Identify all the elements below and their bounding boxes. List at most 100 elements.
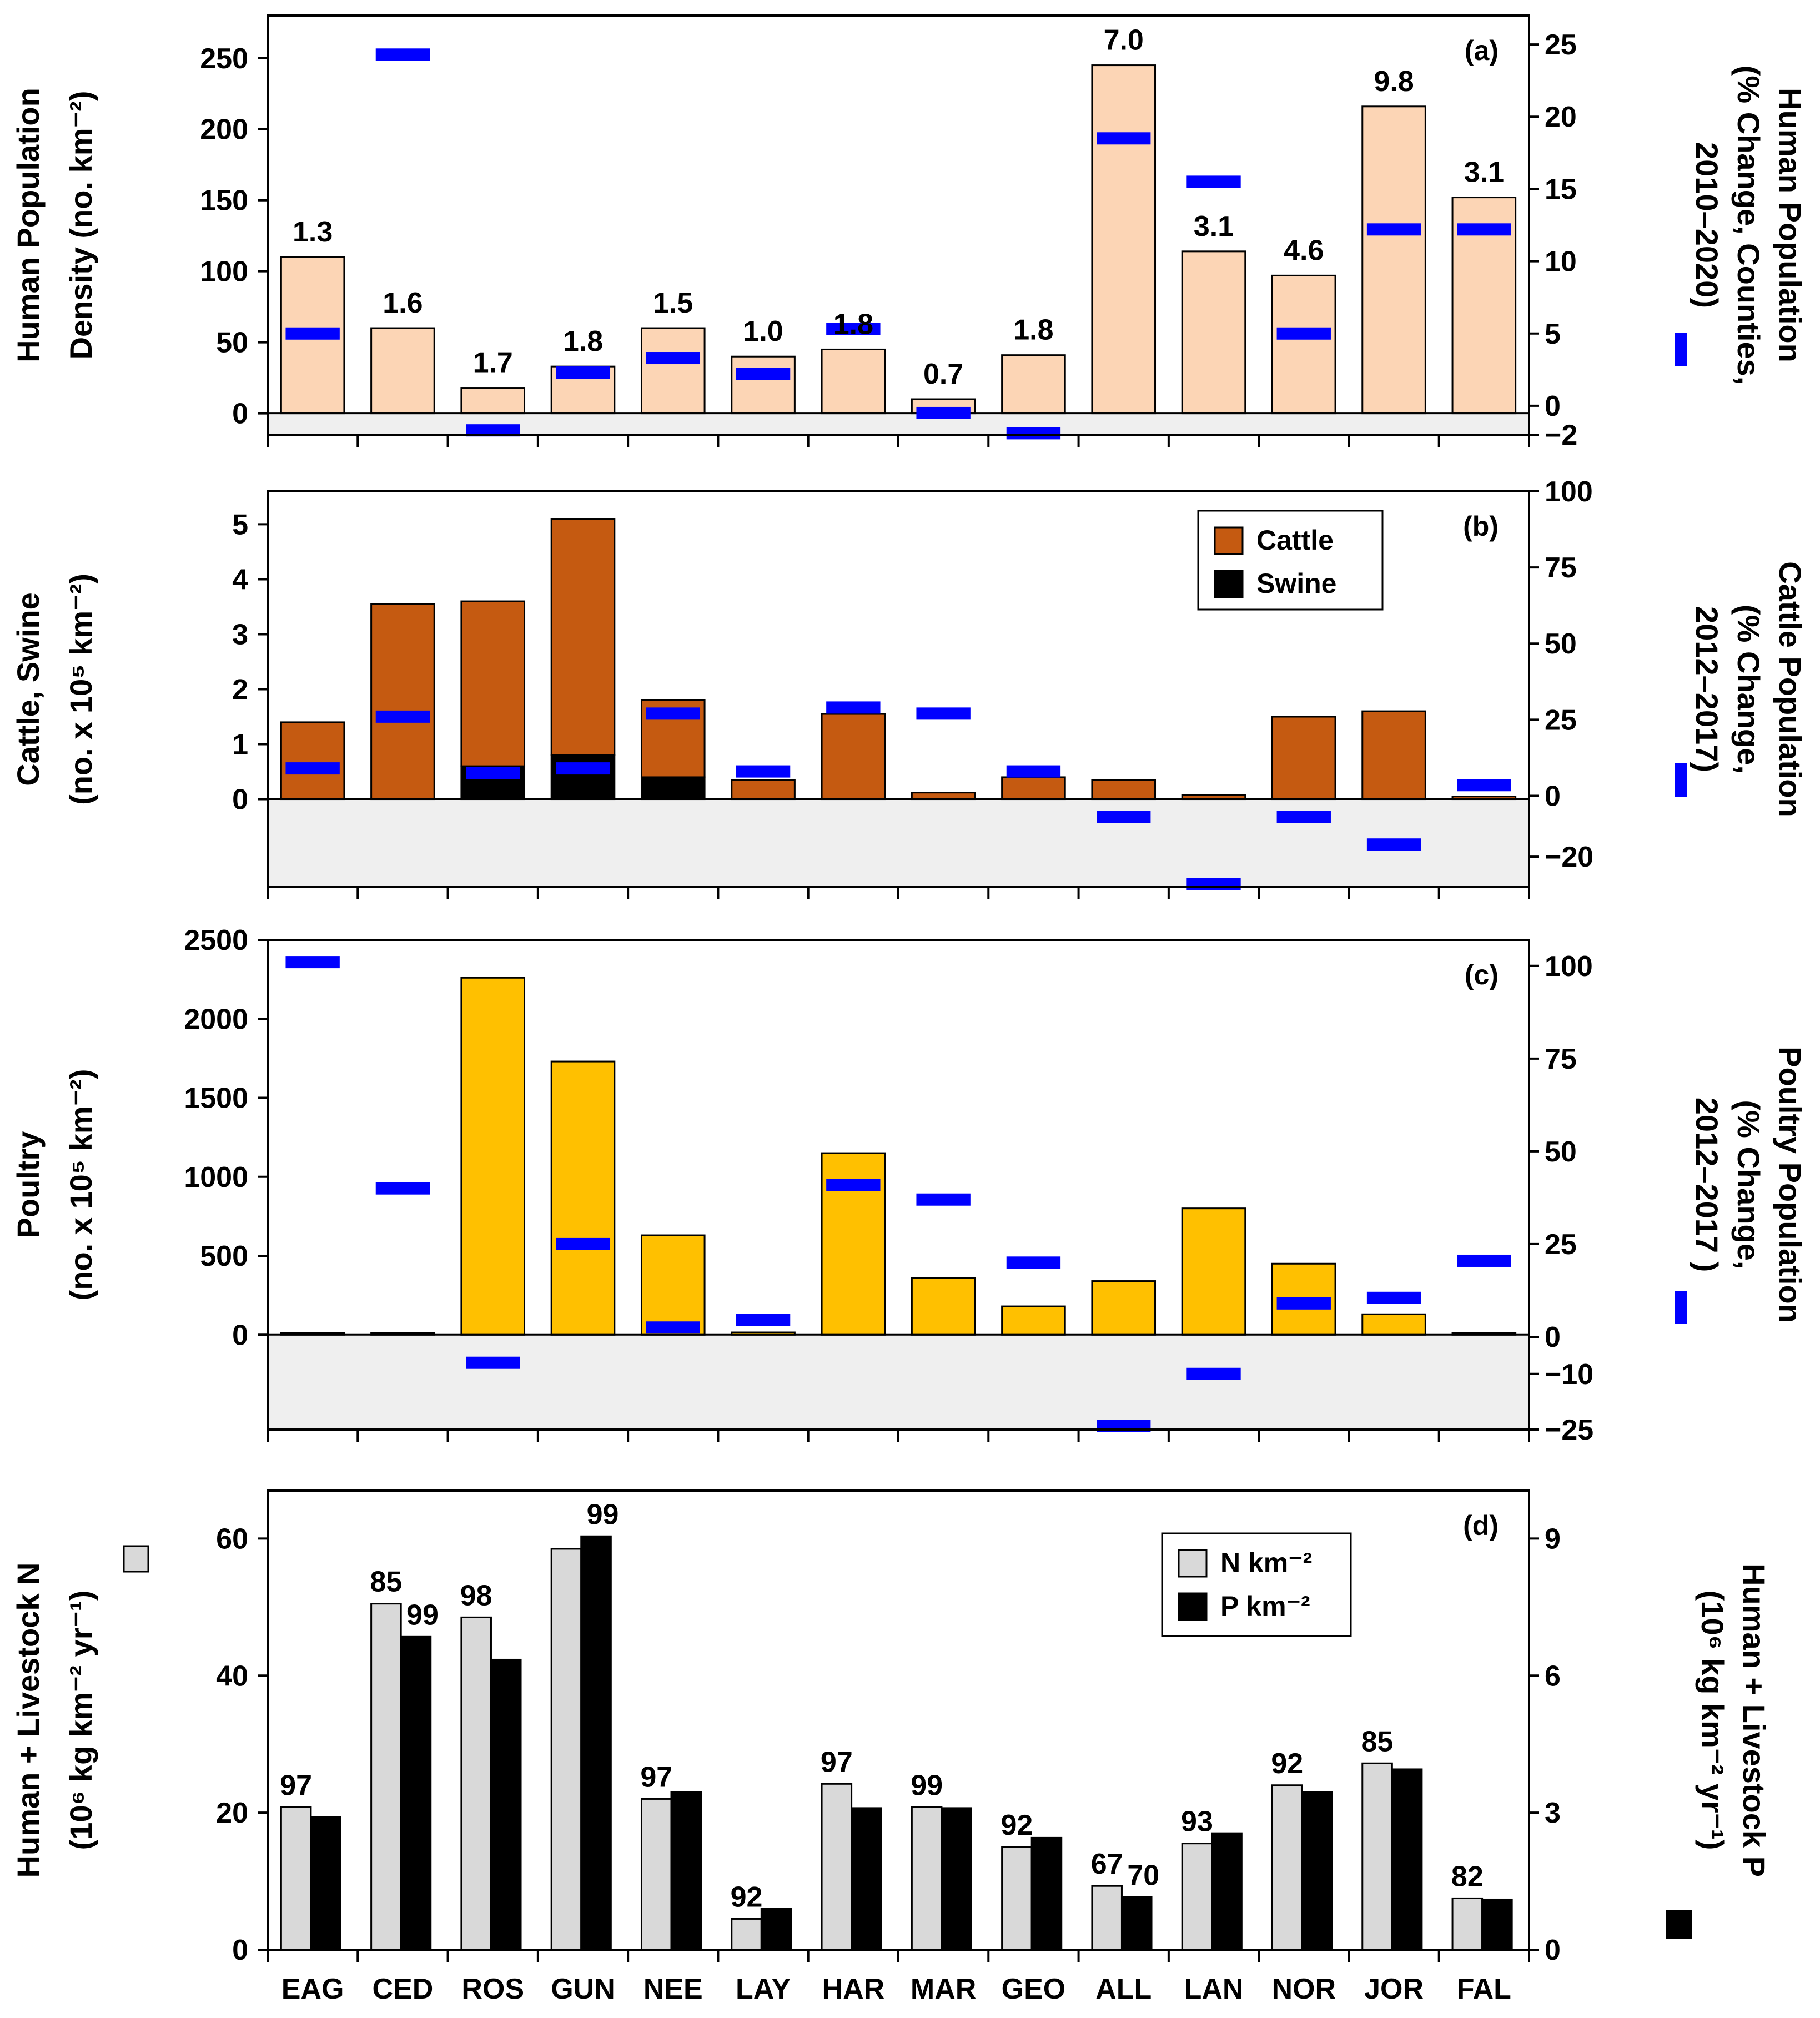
bar-ced	[370, 327, 435, 415]
left-axis-title: Poultry	[11, 1131, 46, 1239]
category-label: JOR	[1364, 1973, 1424, 2005]
change-marker-lay	[736, 1314, 791, 1326]
right-tick-label: −25	[1545, 1414, 1593, 1446]
legend-label: P km⁻²	[1220, 1591, 1310, 1622]
p-label-gun: 99	[587, 1498, 619, 1531]
n-label-mar: 99	[911, 1769, 943, 1801]
left-axis-title: Human Population	[11, 88, 46, 363]
n-bar-fal	[1451, 1897, 1484, 1951]
change-marker-nee	[646, 352, 700, 365]
category-label: CED	[373, 1973, 434, 2005]
bar-lay	[731, 355, 796, 415]
legend-swatch	[1214, 570, 1244, 598]
left-tick-label: 200	[200, 114, 248, 146]
n-bar-all	[1091, 1885, 1123, 1951]
legend-swatch	[1178, 1592, 1208, 1621]
bar-nor	[1271, 274, 1336, 415]
marker-key-icon	[1675, 1291, 1687, 1324]
change-marker-ros	[466, 767, 520, 779]
value-label-ros: 1.7	[473, 347, 513, 379]
cattle-bar-mar	[911, 792, 976, 801]
left-tick-label: 2500	[184, 924, 248, 957]
value-label-lan: 3.1	[1194, 210, 1234, 243]
panel-tag: (b)	[1463, 511, 1499, 542]
marker-key-icon	[1675, 763, 1687, 797]
right-tick-label: 15	[1545, 173, 1577, 205]
left-tick-label: 1500	[184, 1083, 248, 1115]
n-label-ced: 85	[370, 1566, 402, 1598]
p-label-ced: 99	[406, 1599, 439, 1631]
change-marker-lay	[736, 368, 791, 380]
right-tick-label: 0	[1545, 780, 1561, 812]
left-tick-label: 5	[232, 509, 248, 541]
panel-tag: (d)	[1463, 1510, 1499, 1541]
left-tick-label: 500	[200, 1240, 248, 1272]
n-label-har: 97	[821, 1746, 853, 1778]
right-tick-label: 25	[1545, 1229, 1577, 1261]
right-axis-title: (% Change,	[1731, 1100, 1766, 1270]
legend-label: Swine	[1256, 568, 1336, 599]
p-bar-lan	[1211, 1832, 1243, 1951]
left-tick-label: 0	[232, 1934, 248, 1966]
change-marker-jor	[1366, 838, 1421, 851]
right-axis-title: 2012–2017)	[1690, 606, 1725, 772]
right-tick-label: 50	[1545, 628, 1577, 660]
value-label-geo: 1.8	[1013, 314, 1053, 346]
change-marker-all	[1097, 132, 1151, 145]
cattle-bar-nor	[1271, 716, 1336, 801]
right-tick-label: 20	[1545, 101, 1577, 133]
right-axis-title: (% Change,	[1731, 605, 1766, 774]
legend-label: Cattle	[1256, 525, 1334, 556]
swine-bar-gun	[550, 754, 616, 801]
left-tick-label: 0	[232, 1319, 248, 1351]
legend-swatch	[1214, 526, 1244, 555]
right-tick-label: 10	[1545, 246, 1577, 278]
left-axis-title: Human + Livestock N	[11, 1563, 46, 1878]
change-marker-nor	[1276, 1297, 1331, 1310]
right-tick-label: 0	[1545, 1321, 1561, 1353]
n-bar-eag	[280, 1806, 312, 1951]
left-tick-label: 20	[216, 1797, 248, 1829]
n-label-lay: 92	[731, 1881, 763, 1913]
n-bar-gun	[550, 1548, 582, 1951]
change-marker-gun	[556, 762, 610, 775]
right-axis-title: Cattle Population	[1773, 561, 1808, 817]
value-label-mar: 0.7	[923, 358, 963, 390]
change-marker-mar	[916, 707, 971, 720]
right-tick-label: −10	[1545, 1358, 1593, 1391]
bar-mar	[911, 1277, 976, 1336]
p-bar-nee	[670, 1791, 702, 1951]
panel-a: 1.3 1.6 1.7 1.8 1.5 1.0 1.8 0.7 1.8 7.0 3.1 4.6 9.8 3…	[11, 14, 1808, 451]
p-bar-eag	[310, 1816, 341, 1951]
change-marker-nor	[1276, 327, 1331, 340]
n-bar-lay	[731, 1918, 762, 1951]
cattle-bar-gun	[550, 518, 616, 756]
change-marker-ros	[466, 424, 520, 437]
p-bar-mar	[941, 1807, 972, 1951]
left-tick-label: 1000	[184, 1161, 248, 1194]
cattle-bar-lay	[731, 779, 796, 801]
change-marker-nee	[646, 707, 700, 720]
n-label-nee: 97	[640, 1761, 672, 1793]
category-label: LAY	[736, 1973, 791, 2005]
p-bar-all	[1120, 1896, 1153, 1951]
change-marker-gun	[556, 366, 610, 379]
n-bar-nee	[640, 1798, 672, 1951]
change-marker-eag	[285, 956, 340, 969]
change-marker-nee	[646, 1321, 700, 1334]
p-key-icon	[1666, 1910, 1692, 1939]
right-axis-title: Human Population	[1773, 88, 1808, 363]
negative-band	[268, 1335, 1529, 1430]
p-bar-jor	[1391, 1768, 1423, 1951]
change-marker-all	[1097, 811, 1151, 823]
change-marker-eag	[285, 327, 340, 340]
category-label: ALL	[1095, 1973, 1152, 2005]
p-bar-gun	[580, 1535, 612, 1951]
change-marker-fal	[1457, 223, 1511, 236]
category-label: NOR	[1272, 1973, 1336, 2005]
change-marker-geo	[1006, 765, 1061, 778]
bar-har	[821, 348, 886, 415]
bar-all	[1091, 64, 1157, 415]
panel-tag: (a)	[1465, 35, 1499, 66]
